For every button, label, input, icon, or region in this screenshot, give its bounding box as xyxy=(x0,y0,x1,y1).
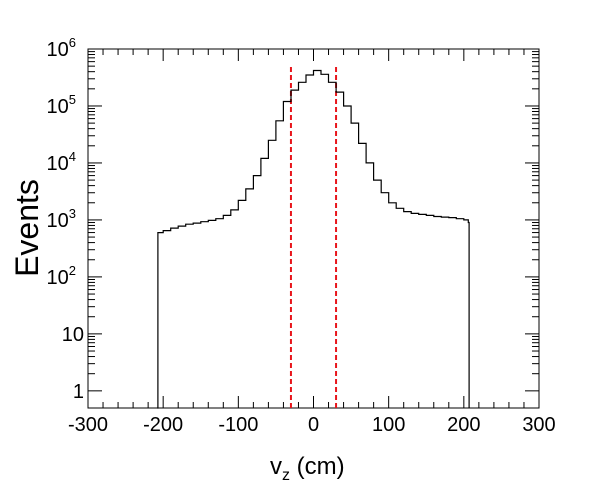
x-axis-title: vz (cm) xyxy=(270,453,345,484)
y-tick-label: 103 xyxy=(47,206,76,232)
x-tick-label: -300 xyxy=(68,414,108,436)
y-tick-label: 104 xyxy=(47,149,76,175)
y-tick-labels: 1 10 102 103 104 105 106 xyxy=(47,35,84,403)
y-tick-label: 102 xyxy=(47,263,76,289)
series-group xyxy=(157,69,470,409)
x-tick-label: 300 xyxy=(522,414,555,436)
y-tick-label: 10 xyxy=(62,324,84,346)
x-tick-labels: -300 -200 -100 0 100 200 300 xyxy=(68,414,556,436)
axis-ticks xyxy=(87,48,540,408)
y-tick-label: 105 xyxy=(47,92,76,118)
x-tick-label: -200 xyxy=(143,414,183,436)
x-tick-label: 200 xyxy=(447,414,480,436)
cut-lines xyxy=(289,66,338,408)
y-tick-label: 1 xyxy=(73,381,84,403)
x-tick-label: 0 xyxy=(308,414,319,436)
x-tick-label: -100 xyxy=(218,414,258,436)
x-tick-label: 100 xyxy=(372,414,405,436)
y-axis-title: Events xyxy=(9,179,45,277)
y-tick-label: 106 xyxy=(47,35,76,61)
plot-frame xyxy=(87,48,540,409)
histogram-line xyxy=(157,69,470,409)
